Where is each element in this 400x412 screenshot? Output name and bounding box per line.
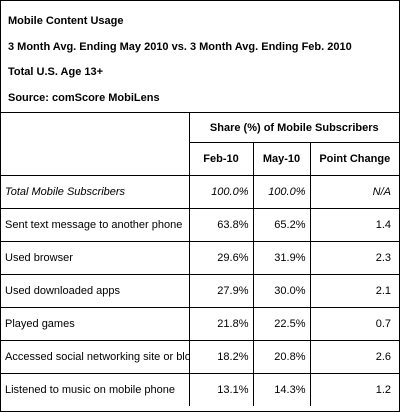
may-value-cell: 30.0% [252,274,311,308]
column-header-point-change: Point Change [309,142,400,176]
point-change-cell: 2.3 [309,241,400,275]
source-label: Source: comScore MobiLens [8,91,160,104]
point-change-cell: 2.6 [309,340,400,374]
row-label-cell: Sent text message to another phone [1,208,190,242]
table-row: Sent text message to another phone 63.8% 6… [1,208,400,242]
point-change-cell: N/A [309,175,400,209]
usage-table: Share (%) of Mobile Subscribers Feb-10 M… [1,113,400,406]
may-value-cell: 22.5% [252,307,311,341]
feb-value-cell: 29.6% [188,241,254,275]
population-label: Total U.S. Age 13+ [8,66,104,78]
column-header-row: Feb-10 May-10 Point Change [1,142,400,176]
feb-value-cell: 18.2% [188,340,254,374]
feb-value-cell: 63.8% [188,208,254,242]
table-row: Listened to music on mobile phone 13.1% 14… [1,373,400,406]
point-change-cell: 0.7 [309,307,400,341]
feb-value-cell: 21.8% [188,307,254,341]
table-row: Used downloaded apps 27.9% 30.0% 2.1 [1,274,400,308]
feb-value-cell: 27.9% [188,274,254,308]
column-header-may: May-10 [252,142,311,176]
point-change-cell: 2.1 [309,274,400,308]
label-header-cell [1,113,190,176]
row-label-cell: Used browser [1,241,190,275]
row-label-cell: Used downloaded apps [1,274,190,308]
may-value-cell: 20.8% [252,340,311,374]
share-group-header: Share (%) of Mobile Subscribers [188,113,400,143]
may-value-cell: 31.9% [252,241,311,275]
point-change-cell: 1.2 [309,373,400,406]
period-label: 3 Month Avg. Ending May 2010 vs. 3 Month… [8,40,352,53]
point-change-cell: 1.4 [309,208,400,242]
may-value-cell: 14.3% [252,373,311,406]
may-value-cell: 65.2% [252,208,311,242]
row-label-cell: Played games [1,307,190,341]
feb-value-cell: 13.1% [188,373,254,406]
feb-value-cell: 100.0% [188,175,254,209]
table-row: Accessed social networking site or blog 1… [1,340,400,374]
table-row: Used browser 29.6% 31.9% 2.3 [1,241,400,275]
table-row: Played games 21.8% 22.5% 0.7 [1,307,400,341]
table-title: Mobile Content Usage [8,15,124,27]
table-header-block: Mobile Content Usage 3 Month Avg. Ending… [1,1,399,113]
row-label-cell: Listened to music on mobile phone [1,373,190,406]
column-header-feb: Feb-10 [189,142,254,176]
table-row: Total Mobile Subscribers 100.0% 100.0% N/A [1,175,400,209]
row-label-cell: Accessed social networking site or blog [1,340,190,374]
may-value-cell: 100.0% [252,175,311,209]
row-label-cell: Total Mobile Subscribers [1,175,190,209]
share-header-row: Share (%) of Mobile Subscribers [1,113,400,176]
